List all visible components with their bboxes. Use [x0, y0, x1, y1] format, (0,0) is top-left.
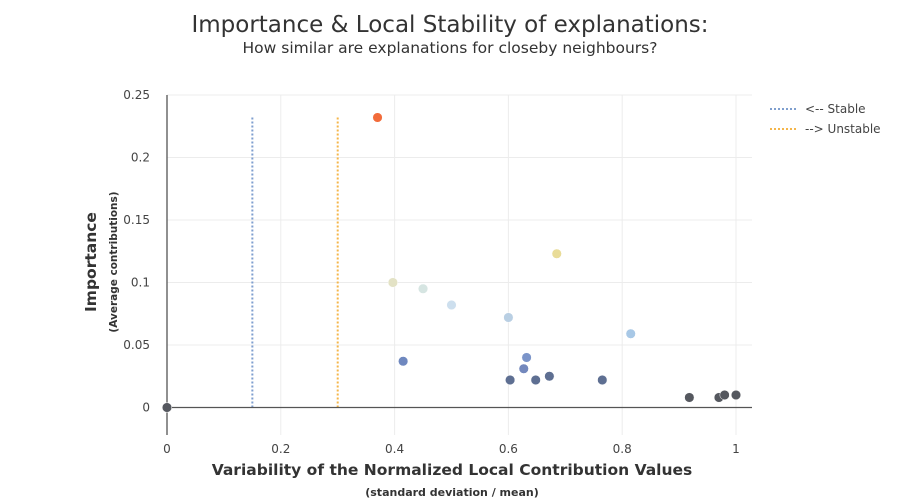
x-tick-label: 0.2	[271, 442, 290, 456]
legend[interactable]: <-- Stable --> Unstable	[770, 102, 881, 136]
legend-label-unstable: --> Unstable	[805, 122, 881, 136]
x-tick-label: 0.6	[499, 442, 518, 456]
data-point	[387, 277, 398, 288]
x-tick-label: 1	[732, 442, 740, 456]
data-point	[372, 112, 383, 123]
x-tick-label: 0.8	[613, 442, 632, 456]
grid-lines	[167, 94, 752, 435]
data-point	[161, 402, 173, 413]
data-point	[684, 392, 695, 403]
y-tick-label: 0.1	[131, 276, 150, 290]
data-point	[544, 371, 555, 382]
axes	[166, 95, 752, 435]
y-axis-label: Importance	[82, 212, 100, 312]
x-tick-labels: 0 0.2 0.4 0.6 0.8 1	[163, 442, 740, 456]
data-point	[730, 389, 742, 401]
data-point	[503, 312, 514, 323]
x-axis-label: Variability of the Normalized Local Cont…	[212, 461, 693, 479]
data-point	[719, 389, 730, 401]
x-tick-label: 0.4	[385, 442, 404, 456]
y-tick-labels: 0 0.05 0.1 0.15 0.2 0.25	[123, 88, 150, 415]
x-axis-sublabel: (standard deviation / mean)	[365, 486, 539, 499]
legend-label-stable: <-- Stable	[805, 102, 866, 116]
chart-title: Importance & Local Stability of explanat…	[191, 12, 708, 38]
y-tick-label: 0.05	[123, 338, 150, 352]
data-point	[521, 352, 532, 363]
data-point	[530, 374, 541, 386]
data-point	[551, 248, 562, 259]
x-tick-label: 0	[163, 442, 171, 456]
threshold-lines	[251, 117, 339, 408]
data-point	[597, 374, 608, 386]
y-tick-label: 0.15	[123, 213, 150, 227]
data-point	[625, 328, 636, 339]
data-point	[505, 374, 516, 386]
y-tick-label: 0	[142, 401, 150, 415]
data-points	[161, 112, 742, 413]
data-point	[398, 356, 409, 367]
data-point	[418, 283, 429, 294]
data-point	[518, 363, 529, 374]
y-axis-sublabel: (Average contributions)	[108, 191, 120, 332]
chart-subtitle: How similar are explanations for closeby…	[243, 39, 658, 57]
y-tick-label: 0.25	[123, 88, 150, 102]
data-point	[446, 299, 457, 311]
y-tick-label: 0.2	[131, 151, 150, 165]
